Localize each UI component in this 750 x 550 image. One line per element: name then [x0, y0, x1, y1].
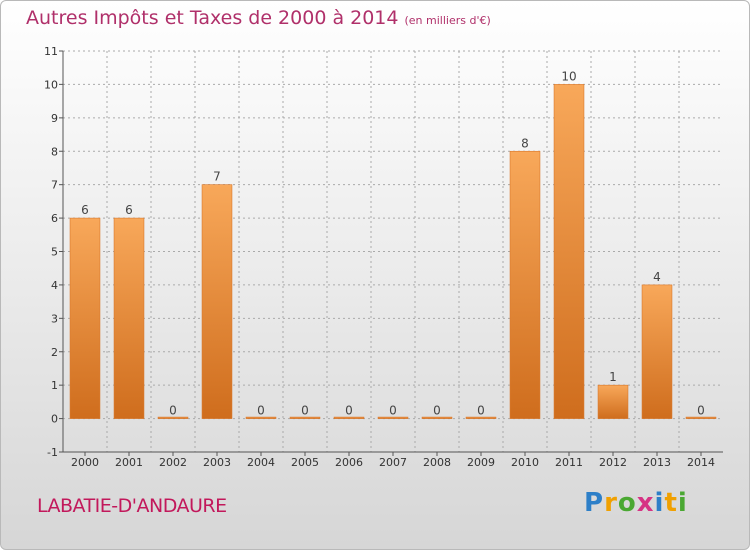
y-tick-labels: -1 0 1 2 3 4 5 6 7 8 9 10 11 — [44, 45, 58, 459]
proxiti-logo[interactable]: Proxiti — [584, 488, 688, 518]
chart-title-text: Autres Impôts et Taxes de 2000 à 2014 — [26, 7, 399, 29]
y-tick-label: 1 — [51, 379, 58, 392]
chart-title: Autres Impôts et Taxes de 2000 à 2014 (en… — [26, 7, 491, 29]
y-tick-label: 7 — [51, 179, 58, 192]
logo-letter: o — [617, 488, 637, 518]
bar — [597, 384, 629, 419]
x-tick-label: 2008 — [423, 456, 451, 469]
y-tick-label: 2 — [51, 346, 58, 359]
x-tick-label: 2010 — [511, 456, 539, 469]
y-tick-label: 4 — [51, 279, 58, 292]
data-label: 10 — [561, 69, 576, 83]
logo-letter: r — [604, 488, 618, 518]
x-tick-label: 2005 — [291, 456, 319, 469]
x-tick-label: 2001 — [115, 456, 143, 469]
y-tick-label: 10 — [44, 78, 58, 91]
bars — [69, 84, 717, 419]
y-tick-label: 0 — [51, 413, 58, 426]
data-label: 0 — [169, 404, 177, 418]
logo-letter: i — [654, 488, 665, 518]
x-tick-label: 2002 — [159, 456, 187, 469]
bar — [421, 416, 453, 419]
logo-letter: x — [636, 488, 655, 518]
y-tick-label: 11 — [44, 45, 58, 58]
bar — [157, 416, 189, 419]
data-label: 6 — [81, 203, 89, 217]
y-tick-label: 6 — [51, 212, 58, 225]
chart-unit: (en milliers d'€) — [404, 14, 491, 27]
logo-letter: P — [584, 488, 605, 518]
bar — [465, 416, 497, 419]
data-label: 7 — [213, 170, 221, 184]
x-tick-label: 2012 — [599, 456, 627, 469]
commune-name: LABATIE-D'ANDAURE — [37, 495, 227, 517]
y-tick-label: 5 — [51, 246, 58, 259]
data-label: 0 — [301, 404, 309, 418]
y-tick-label: 3 — [51, 312, 58, 325]
y-tick-label: 8 — [51, 145, 58, 158]
x-tick-label: 2007 — [379, 456, 407, 469]
axes — [59, 50, 723, 456]
x-tick-label: 2000 — [71, 456, 99, 469]
data-label: 6 — [125, 203, 133, 217]
data-label: 0 — [257, 404, 265, 418]
data-label: 0 — [697, 404, 705, 418]
x-tick-label: 2003 — [203, 456, 231, 469]
x-tick-label: 2009 — [467, 456, 495, 469]
data-label: 0 — [477, 404, 485, 418]
bar — [333, 416, 365, 419]
logo-letter: t — [664, 488, 678, 518]
data-label: 0 — [389, 404, 397, 418]
logo-letter: i — [677, 488, 688, 518]
bar — [113, 217, 145, 419]
data-label: 4 — [653, 270, 661, 284]
data-label: 0 — [345, 404, 353, 418]
data-labels: 6 6 0 7 0 0 0 0 0 0 8 10 1 4 0 — [81, 69, 705, 417]
bar — [377, 416, 409, 419]
data-label: 1 — [609, 370, 617, 384]
data-label: 8 — [521, 136, 529, 150]
x-tick-label: 2014 — [687, 456, 715, 469]
x-tick-label: 2013 — [643, 456, 671, 469]
bar — [289, 416, 321, 419]
bar — [509, 150, 541, 419]
bar — [641, 284, 673, 419]
x-tick-label: 2011 — [555, 456, 583, 469]
bar — [553, 84, 585, 419]
y-tick-label: 9 — [51, 112, 58, 125]
bar — [245, 416, 277, 419]
data-label: 0 — [433, 404, 441, 418]
x-tick-label: 2004 — [247, 456, 275, 469]
x-tick-label: 2006 — [335, 456, 363, 469]
bar — [69, 217, 101, 419]
y-tick-label: -1 — [47, 446, 58, 459]
x-tick-labels: 2000 2001 2002 2003 2004 2005 2006 2007 2008 2009… — [71, 456, 715, 469]
bar — [685, 416, 717, 419]
bar — [201, 184, 233, 419]
